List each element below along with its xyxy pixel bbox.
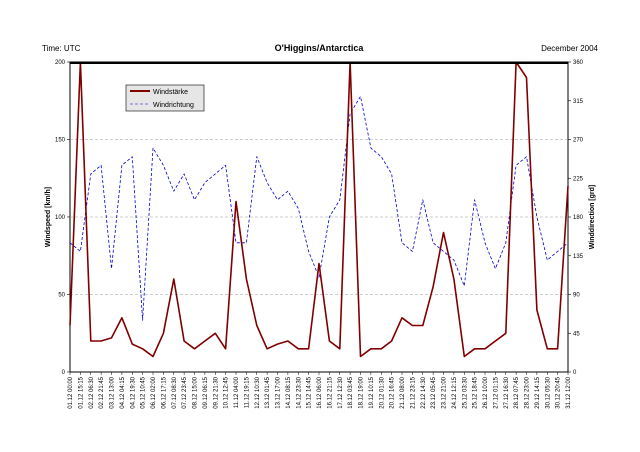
x-tick-label-35: 23.12 05:45: [431, 376, 437, 408]
x-tick-label-38: 25.12 03:30: [462, 376, 468, 408]
x-tick-label-20: 13.12 17:00: [276, 376, 282, 408]
x-tick-label-13: 09.12 06:15: [203, 376, 209, 408]
x-tick-label-3: 02.12 21:45: [99, 376, 105, 408]
right-tick-label-5: 225: [573, 176, 584, 182]
x-tick-label-42: 27.12 16:30: [504, 376, 510, 408]
x-tick-label-0: 01.12 00:00: [68, 376, 74, 408]
x-tick-label-4: 03.12 13:00: [110, 376, 116, 408]
x-tick-label-21: 14.12 08:15: [286, 376, 292, 408]
series-line-1: [69, 96, 569, 321]
x-tick-label-33: 21.12 23:15: [410, 376, 416, 408]
right-axis-ticks: 0 45 90 135 180 225 270 315 360: [568, 60, 584, 376]
gridlines: [70, 139, 568, 295]
x-tick-label-27: 18.12 03:45: [348, 376, 354, 408]
x-tick-label-22: 14.12 23:30: [296, 376, 302, 408]
left-axis-label: Windspeed [km/h]: [45, 187, 52, 247]
x-tick-label-46: 30.12 05:30: [545, 376, 551, 408]
right-tick-label-0: 0: [573, 370, 577, 376]
x-tick-label-29: 19.12 10:15: [369, 376, 375, 408]
x-tick-label-8: 06.12 02:00: [151, 376, 157, 408]
month-label: December 2004: [541, 44, 598, 53]
x-tick-label-44: 28.12 23:00: [525, 376, 531, 408]
right-tick-label-2: 90: [573, 293, 580, 299]
x-tick-label-47: 30.12 20:45: [556, 376, 562, 408]
left-tick-label-3: 150: [55, 138, 66, 144]
x-tick-label-45: 29.12 14:15: [535, 376, 541, 408]
chart-title: O'Higgins/Antarctica: [275, 43, 365, 53]
right-tick-label-7: 315: [573, 99, 584, 105]
right-tick-label-4: 180: [573, 215, 584, 221]
x-tick-label-43: 28.12 07:45: [514, 376, 520, 408]
time-zone-label: Time: UTC: [42, 44, 81, 53]
x-tick-label-37: 24.12 12:15: [452, 376, 458, 408]
x-tick-label-17: 11.12 19:15: [244, 376, 250, 408]
x-tick-label-2: 02.12 06:30: [89, 376, 95, 408]
plot-top-border: [70, 62, 568, 64]
x-tick-label-41: 27.12 01:15: [493, 376, 499, 408]
right-tick-label-3: 135: [573, 254, 584, 260]
legend-label-windstaerke: Windstärke: [153, 89, 188, 96]
x-tick-label-5: 04.12 04:15: [120, 376, 126, 408]
right-tick-label-6: 270: [573, 138, 584, 144]
x-tick-label-19: 13.12 01:45: [265, 376, 271, 408]
x-tick-label-23: 15.12 14:45: [307, 376, 313, 408]
x-tick-label-48: 31.12 12:00: [566, 376, 572, 408]
right-tick-label-1: 45: [573, 331, 580, 337]
right-tick-label-8: 360: [573, 60, 584, 66]
x-tick-label-14: 09.12 21:30: [213, 376, 219, 408]
x-tick-label-26: 17.12 12:30: [338, 376, 344, 408]
x-axis-ticks: 01.12 00:00 01.12 15:15 02.12 06:30 02.12 2…: [68, 372, 572, 409]
left-tick-label-2: 100: [55, 215, 66, 221]
x-tick-label-9: 06.12 17:15: [161, 376, 167, 408]
left-tick-label-4: 200: [55, 60, 66, 66]
x-tick-label-15: 10.12 12:45: [224, 376, 230, 408]
legend-label-windrichtung: Windrichtung: [153, 102, 194, 109]
x-tick-label-11: 07.12 23:45: [182, 376, 188, 408]
x-tick-label-40: 26.12 10:00: [483, 376, 489, 408]
x-tick-label-34: 22.12 14:30: [421, 376, 427, 408]
x-tick-label-32: 21.12 08:00: [400, 376, 406, 408]
x-tick-label-7: 05.12 10:45: [141, 376, 147, 408]
left-axis-ticks: 0 50 100 150 200: [55, 60, 70, 376]
series-layer: [69, 61, 569, 358]
x-tick-label-16: 11.12 04:00: [234, 376, 240, 408]
x-tick-label-31: 20.12 16:45: [390, 376, 396, 408]
x-tick-label-25: 16.12 21:15: [327, 376, 333, 408]
x-tick-label-39: 25.12 18:45: [473, 376, 479, 408]
x-tick-label-12: 08.12 15:00: [193, 376, 199, 408]
left-tick-label-0: 0: [62, 370, 66, 376]
legend-box: [125, 84, 205, 112]
legend: Windstärke Windrichtung: [125, 84, 205, 112]
right-axis-label: Winddirection [grd]: [589, 185, 596, 249]
x-tick-label-6: 04.12 19:30: [130, 376, 136, 408]
x-tick-label-36: 23.12 21:00: [442, 376, 448, 408]
x-tick-label-30: 20.12 01:30: [379, 376, 385, 408]
series-line-0: [69, 61, 569, 358]
x-tick-label-18: 12.12 10:30: [255, 376, 261, 408]
x-tick-label-10: 07.12 08:30: [172, 376, 178, 408]
x-tick-label-24: 16.12 06:00: [317, 376, 323, 408]
left-tick-label-1: 50: [58, 293, 65, 299]
x-tick-label-1: 01.12 15:15: [78, 376, 84, 408]
x-tick-label-28: 18.12 19:00: [359, 376, 365, 408]
